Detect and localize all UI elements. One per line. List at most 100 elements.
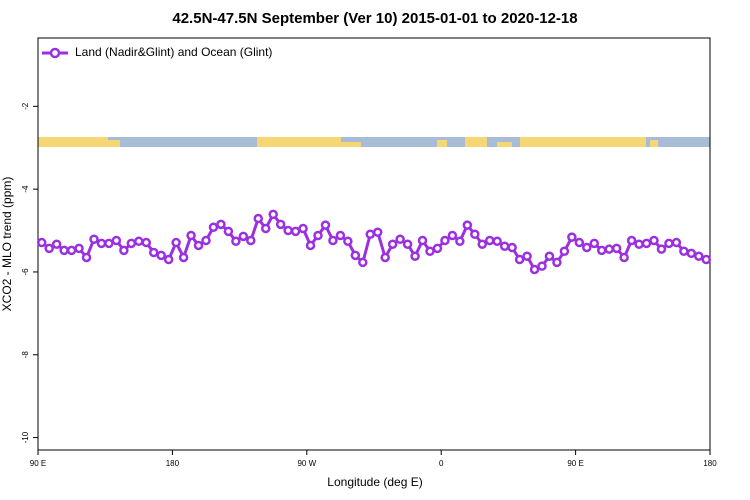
data-point	[425, 246, 435, 256]
data-point	[253, 213, 264, 224]
data-point	[529, 264, 540, 275]
data-point	[74, 243, 84, 254]
x-tick-label: 90 E	[567, 459, 583, 468]
data-point	[171, 237, 181, 248]
data-point	[163, 254, 174, 265]
data-point	[626, 235, 637, 246]
data-point	[552, 257, 562, 268]
x-tick-label: 90 E	[30, 459, 46, 468]
data-point	[104, 238, 114, 249]
data-point	[208, 222, 219, 232]
data-point	[298, 223, 308, 234]
data-point	[671, 237, 682, 248]
data-point	[634, 239, 644, 249]
data-point	[537, 261, 547, 271]
data-point	[96, 238, 107, 249]
data-point	[649, 235, 659, 246]
data-point	[126, 238, 137, 249]
data-point	[567, 232, 577, 242]
data-point	[544, 251, 555, 261]
data-point	[283, 225, 293, 236]
data-point	[514, 254, 525, 265]
y-tick-label: -8	[21, 351, 30, 359]
data-point	[432, 243, 443, 254]
data-point	[268, 209, 278, 220]
x-tick-label: 180	[703, 459, 717, 468]
data-point	[141, 237, 152, 248]
data-point	[178, 252, 189, 263]
data-point	[596, 245, 607, 256]
x-tick-label: 90 W	[297, 459, 316, 468]
data-point	[402, 239, 413, 249]
data-point	[507, 242, 517, 253]
data-point	[260, 223, 271, 234]
data-point	[499, 241, 510, 252]
chart-title: 42.5N-47.5N September (Ver 10) 2015-01-0…	[172, 10, 577, 27]
data-point	[290, 226, 301, 237]
data-point	[81, 252, 92, 263]
data-point	[641, 238, 652, 249]
data-point	[238, 231, 249, 242]
x-tick-label: 0	[439, 459, 444, 468]
data-point	[44, 243, 54, 254]
y-tick-label: -10	[21, 431, 30, 443]
data-point	[335, 230, 346, 241]
data-point	[111, 235, 122, 246]
data-point	[656, 244, 667, 254]
y-tick-label: -2	[21, 102, 30, 110]
data-point	[522, 251, 532, 261]
data-point	[679, 246, 689, 256]
data-point	[156, 250, 166, 261]
data-point	[201, 235, 211, 246]
land-ocean-strip	[38, 137, 710, 147]
data-point	[365, 229, 376, 240]
data-point	[664, 238, 674, 249]
x-axis-label: Longitude (deg E)	[327, 475, 422, 489]
data-point	[477, 239, 488, 249]
data-point	[231, 236, 241, 247]
data-point	[604, 244, 614, 254]
legend-label: Land (Nadir&Glint) and Ocean (Glint)	[75, 45, 272, 59]
data-point	[275, 219, 286, 230]
data-point	[440, 235, 450, 246]
data-point	[134, 236, 144, 247]
data-point	[372, 227, 383, 237]
data-point	[492, 236, 502, 247]
data-point	[89, 234, 99, 244]
data-point	[611, 243, 622, 254]
data-point	[574, 237, 585, 248]
data-point	[470, 229, 480, 240]
data-point	[380, 252, 390, 263]
data-point	[246, 235, 256, 246]
data-point	[694, 251, 704, 261]
data-point	[66, 245, 77, 256]
data-point	[619, 252, 629, 263]
data-point	[51, 239, 62, 249]
data-point	[59, 245, 69, 256]
data-point	[686, 248, 697, 259]
y-tick-label: -4	[21, 185, 30, 193]
data-point	[589, 238, 600, 249]
x-tick-label: 180	[166, 459, 180, 468]
data-point	[305, 240, 316, 251]
data-point	[447, 230, 458, 241]
data-point	[582, 242, 592, 253]
data-point	[148, 247, 159, 258]
data-point	[320, 220, 331, 230]
data-point	[455, 236, 465, 247]
y-tick-label: -6	[21, 268, 30, 276]
data-point	[186, 230, 196, 241]
data-point	[36, 237, 47, 248]
data-point	[343, 236, 353, 247]
data-point	[417, 235, 428, 246]
data-point	[313, 230, 323, 241]
data-point	[119, 245, 129, 256]
data-point	[395, 234, 405, 244]
data-point	[410, 251, 420, 261]
data-point	[462, 220, 473, 230]
data-point	[350, 250, 361, 261]
data-point	[701, 254, 712, 265]
data-point	[387, 239, 398, 249]
legend-marker	[49, 47, 61, 59]
